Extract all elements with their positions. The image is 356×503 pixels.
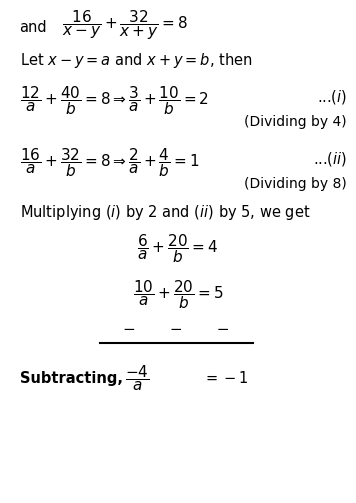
Text: Let $x-y=a$ and $x+y=b$, then: Let $x-y=a$ and $x+y=b$, then <box>20 51 252 70</box>
Text: and: and <box>20 20 47 35</box>
Text: $= -1$: $= -1$ <box>203 370 249 386</box>
Text: Subtracting,: Subtracting, <box>20 371 122 386</box>
Text: (Dividing by 4): (Dividing by 4) <box>245 115 347 129</box>
Text: $\dfrac{16}{a}+\dfrac{32}{b}=8\Rightarrow\dfrac{2}{a}+\dfrac{4}{b}=1$: $\dfrac{16}{a}+\dfrac{32}{b}=8\Rightarro… <box>20 146 199 180</box>
Text: ...($i$): ...($i$) <box>317 88 347 106</box>
Text: $\dfrac{16}{x-y}+\dfrac{32}{x+y}=8$: $\dfrac{16}{x-y}+\dfrac{32}{x+y}=8$ <box>62 8 188 42</box>
Text: $\dfrac{12}{a}+\dfrac{40}{b}=8\Rightarrow\dfrac{3}{a}+\dfrac{10}{b}=2$: $\dfrac{12}{a}+\dfrac{40}{b}=8\Rightarro… <box>20 84 209 117</box>
Text: ...($ii$): ...($ii$) <box>313 150 347 168</box>
Text: $\dfrac{6}{a}+\dfrac{20}{b}=4$: $\dfrac{6}{a}+\dfrac{20}{b}=4$ <box>137 232 219 266</box>
Text: $\dfrac{10}{a}+\dfrac{20}{b}=5$: $\dfrac{10}{a}+\dfrac{20}{b}=5$ <box>133 278 223 311</box>
Text: (Dividing by 8): (Dividing by 8) <box>244 177 347 191</box>
Text: −       −       −: − − − <box>123 322 230 337</box>
Text: Multiplying ($i$) by 2 and ($ii$) by 5, we get: Multiplying ($i$) by 2 and ($ii$) by 5, … <box>20 203 310 222</box>
Text: $\dfrac{-4}{a}$: $\dfrac{-4}{a}$ <box>125 363 149 393</box>
